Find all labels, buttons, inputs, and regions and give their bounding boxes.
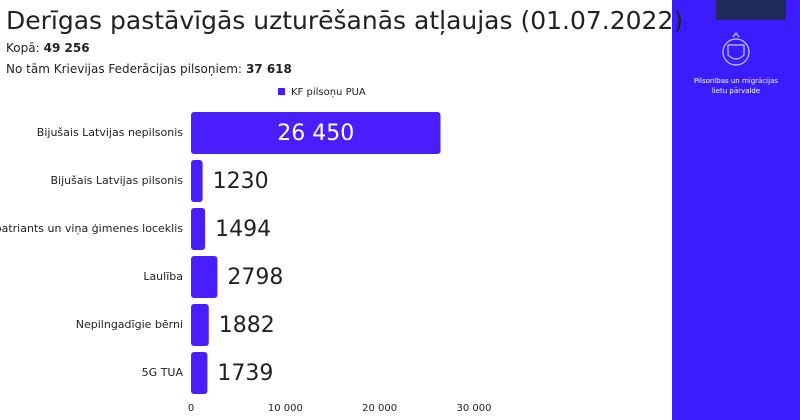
bar	[191, 256, 218, 298]
value-label: 1739	[217, 361, 273, 386]
value-label: 1230	[213, 169, 269, 194]
chart-title: Derīgas pastāvīgās uzturēšanās atļaujas …	[6, 6, 683, 35]
y-tick-label: 5G TUA	[142, 366, 184, 379]
bar	[191, 160, 203, 202]
value-label: 1882	[219, 313, 275, 338]
org-name: lietu pārvalde	[712, 87, 760, 95]
legend-swatch	[278, 88, 285, 95]
value-label: 26 450	[277, 121, 354, 146]
panel-badge	[716, 0, 786, 20]
side-panel	[672, 0, 800, 420]
y-tick-label: Repatriants un viņa ģimenes loceklis	[0, 222, 183, 235]
y-tick-label: Bijušais Latvijas pilsonis	[51, 174, 184, 187]
bar	[191, 352, 208, 394]
y-tick-label: Laulība	[143, 270, 183, 283]
x-tick-label: 0	[188, 403, 194, 414]
x-tick-label: 30 000	[457, 403, 492, 414]
value-label: 2798	[227, 265, 283, 290]
y-tick-label: Nepilngadīgie bērni	[76, 318, 183, 331]
legend-label: KF pilsoņu PUA	[291, 87, 366, 98]
y-tick-label: Bijušais Latvijas nepilsonis	[37, 126, 183, 139]
summary-value: 37 618	[246, 62, 292, 76]
x-tick-label: 10 000	[268, 403, 303, 414]
bar	[191, 112, 441, 154]
org-name: Pilsonības un migrācijas	[694, 77, 778, 85]
summary-label: Kopā:	[6, 41, 40, 55]
x-tick-label: 20 000	[362, 403, 397, 414]
logo	[722, 32, 750, 66]
summary-value: 49 256	[44, 41, 90, 55]
bar	[191, 208, 206, 250]
summary-label: No tām Krievijas Federācijas pilsoņiem:	[6, 62, 242, 76]
summary: No tām Krievijas Federācijas pilsoņiem: 3…	[6, 62, 292, 76]
summary: Kopā: 49 256	[6, 41, 90, 55]
value-label: 1494	[215, 217, 271, 242]
bar	[191, 304, 209, 346]
